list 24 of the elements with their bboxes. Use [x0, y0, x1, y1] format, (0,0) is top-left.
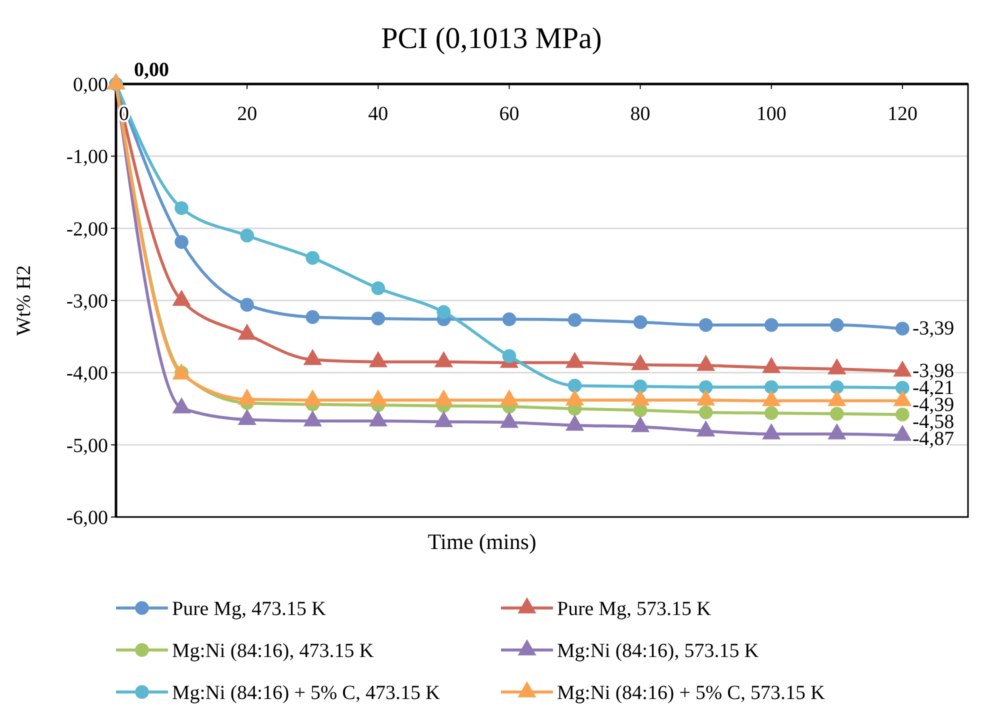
legend-label: Pure Mg, 473.15 K [172, 598, 326, 620]
y-tick-label: 0,00 [73, 74, 108, 96]
legend-label: Mg:Ni (84:16) + 5% C, 473.15 K [172, 682, 440, 704]
legend-label: Mg:Ni (84:16), 473.15 K [172, 640, 374, 662]
y-axis-title: Wt% H2 [13, 265, 35, 336]
x-tick-label: 120 [887, 103, 918, 125]
legend-label: Mg:Ni (84:16) + 5% C, 573.15 K [557, 682, 826, 704]
chart-title: PCI (0,1013 MPa) [381, 22, 602, 55]
data-label: 0,00 [134, 59, 169, 81]
x-tick-label: 60 [499, 103, 520, 125]
x-tick-label: 20 [237, 103, 258, 125]
x-tick-label: 80 [630, 103, 650, 125]
y-tick-label: -3,00 [66, 290, 108, 312]
y-tick-label: -4,00 [66, 362, 108, 385]
y-tick-label: -6,00 [66, 507, 108, 529]
legend-label: Mg:Ni (84:16), 573.15 K [557, 640, 760, 662]
data-label: -3,39 [912, 318, 954, 340]
y-tick-label: -1,00 [66, 146, 108, 168]
y-tick-label: -2,00 [66, 218, 108, 240]
x-axis-title: Time (mins) [428, 529, 536, 554]
y-tick-label: -5,00 [66, 434, 108, 457]
legend-label: Pure Mg, 573.15 K [557, 598, 712, 620]
x-tick-label: 40 [368, 103, 388, 125]
x-tick-label: 100 [756, 103, 786, 125]
